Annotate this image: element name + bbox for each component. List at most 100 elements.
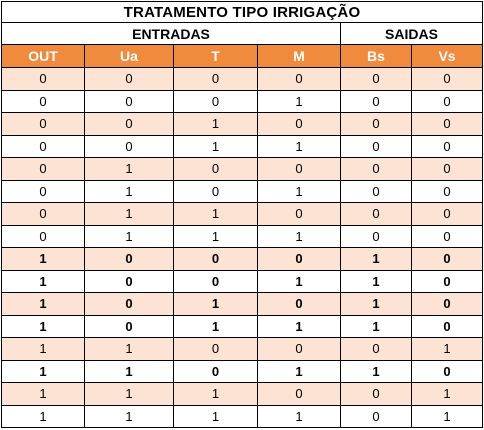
col-header-bs: Bs (340, 44, 412, 68)
cell-out: 0 (1, 134, 85, 158)
cell-t: 1 (173, 382, 258, 406)
cell-bs: 0 (340, 157, 412, 181)
cell-m: 1 (257, 89, 341, 113)
cell-m: 0 (257, 202, 341, 226)
cell-vs: 1 (410, 337, 484, 361)
cell-out: 0 (1, 157, 85, 181)
cell-vs: 0 (410, 202, 484, 226)
cell-m: 0 (257, 112, 341, 136)
cell-vs: 0 (410, 134, 484, 158)
col-header-t: T (173, 44, 258, 68)
cell-out: 1 (1, 404, 85, 428)
cell-vs: 0 (410, 179, 484, 203)
saidas-group-label: SAIDAS (339, 22, 484, 45)
cell-bs: 1 (340, 292, 412, 316)
cell-out: 0 (1, 224, 85, 248)
cell-ua: 0 (84, 292, 174, 316)
cell-bs: 0 (340, 404, 412, 428)
cell-t: 1 (173, 224, 258, 248)
table-title: TRATAMENTO TIPO IRRIGAÇÃO (0, 1, 484, 23)
cell-m: 0 (257, 157, 341, 181)
cell-t: 0 (173, 359, 258, 383)
cell-vs: 0 (410, 157, 484, 181)
cell-out: 1 (1, 269, 85, 293)
cell-m: 0 (257, 292, 341, 316)
cell-ua: 0 (84, 134, 174, 158)
cell-m: 1 (257, 269, 341, 293)
column-header-row: OUT Ua T M Bs Vs (1, 44, 484, 68)
cell-t: 1 (173, 292, 258, 316)
cell-out: 0 (1, 67, 85, 91)
cell-vs: 0 (410, 359, 484, 383)
entradas-group-label: ENTRADAS (1, 22, 341, 45)
cell-t: 0 (173, 179, 258, 203)
col-header-m: M (257, 44, 341, 68)
cell-bs: 1 (340, 247, 412, 271)
cell-t: 0 (173, 157, 258, 181)
cell-bs: 0 (340, 337, 412, 361)
cell-vs: 0 (410, 112, 484, 136)
cell-ua: 0 (84, 247, 174, 271)
cell-bs: 1 (340, 359, 412, 383)
cell-vs: 0 (410, 314, 484, 338)
cell-m: 0 (257, 247, 341, 271)
cell-ua: 1 (84, 404, 174, 428)
cell-m: 0 (257, 337, 341, 361)
cell-out: 0 (1, 112, 85, 136)
cell-t: 0 (173, 269, 258, 293)
cell-bs: 0 (340, 382, 412, 406)
cell-bs: 0 (340, 112, 412, 136)
cell-out: 1 (1, 292, 85, 316)
cell-t: 1 (173, 314, 258, 338)
col-header-vs: Vs (410, 44, 484, 68)
cell-ua: 1 (84, 157, 174, 181)
cell-t: 0 (173, 89, 258, 113)
cell-vs: 0 (410, 224, 484, 248)
cell-bs: 0 (340, 134, 412, 158)
cell-out: 1 (1, 359, 85, 383)
cell-t: 1 (173, 112, 258, 136)
cell-ua: 1 (84, 202, 174, 226)
group-header-row: ENTRADAS SAIDAS (1, 22, 484, 45)
cell-m: 1 (257, 314, 341, 338)
cell-vs: 1 (410, 404, 484, 428)
cell-bs: 0 (340, 179, 412, 203)
cell-ua: 1 (84, 337, 174, 361)
cell-m: 0 (257, 382, 341, 406)
cell-bs: 0 (340, 202, 412, 226)
cell-m: 1 (257, 224, 341, 248)
cell-bs: 1 (340, 314, 412, 338)
cell-vs: 0 (410, 247, 484, 271)
cell-vs: 0 (410, 67, 484, 91)
cell-bs: 1 (340, 269, 412, 293)
cell-ua: 0 (84, 112, 174, 136)
cell-bs: 0 (340, 67, 412, 91)
cell-out: 1 (1, 337, 85, 361)
cell-out: 0 (1, 89, 85, 113)
cell-bs: 0 (340, 224, 412, 248)
cell-out: 1 (1, 382, 85, 406)
cell-ua: 0 (84, 89, 174, 113)
cell-t: 0 (173, 247, 258, 271)
cell-out: 1 (1, 314, 85, 338)
cell-m: 0 (257, 67, 341, 91)
cell-m: 1 (257, 404, 341, 428)
cell-m: 1 (257, 359, 341, 383)
cell-vs: 0 (410, 269, 484, 293)
cell-out: 0 (1, 179, 85, 203)
cell-t: 0 (173, 67, 258, 91)
